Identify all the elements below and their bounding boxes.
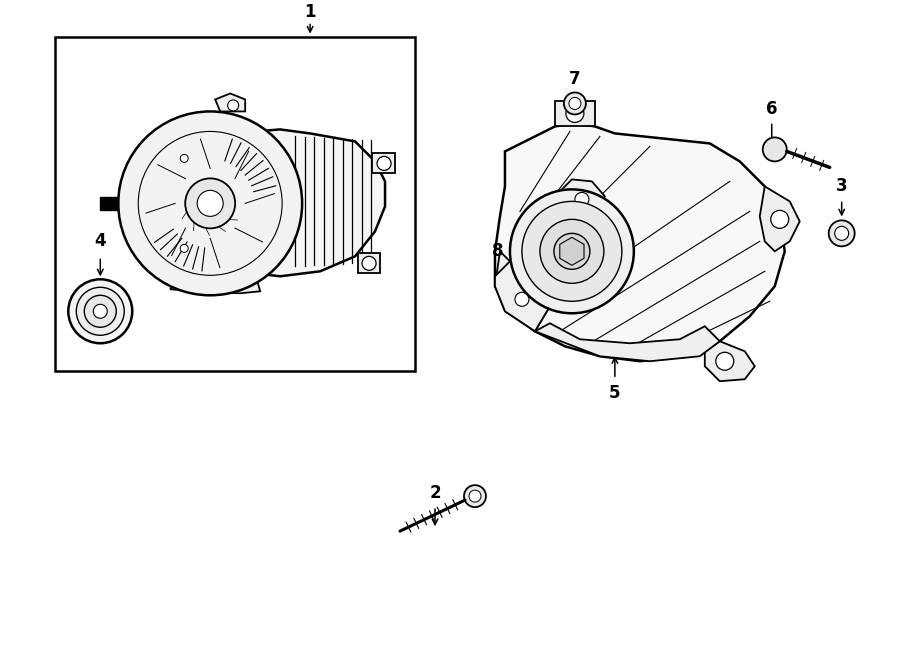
- Circle shape: [762, 137, 787, 161]
- Circle shape: [68, 280, 132, 343]
- Circle shape: [834, 226, 849, 241]
- Circle shape: [540, 219, 604, 284]
- Ellipse shape: [118, 112, 302, 295]
- Circle shape: [185, 178, 235, 228]
- Circle shape: [469, 490, 481, 502]
- Circle shape: [464, 485, 486, 507]
- Polygon shape: [705, 341, 755, 381]
- Circle shape: [554, 233, 590, 269]
- Circle shape: [569, 97, 580, 110]
- Text: 7: 7: [569, 71, 580, 89]
- Text: 3: 3: [836, 177, 848, 196]
- Text: 5: 5: [609, 384, 621, 402]
- Text: 2: 2: [429, 484, 441, 502]
- Polygon shape: [170, 273, 260, 293]
- Polygon shape: [560, 237, 584, 265]
- Circle shape: [522, 202, 622, 301]
- Polygon shape: [495, 261, 550, 331]
- Circle shape: [510, 190, 634, 313]
- Circle shape: [515, 266, 529, 280]
- Bar: [100, 197, 118, 210]
- Polygon shape: [495, 124, 785, 362]
- Circle shape: [85, 295, 116, 327]
- Circle shape: [566, 104, 584, 122]
- Text: 4: 4: [94, 232, 106, 251]
- Text: 8: 8: [492, 243, 504, 260]
- Circle shape: [180, 245, 188, 253]
- Polygon shape: [760, 186, 800, 251]
- Circle shape: [829, 220, 855, 247]
- Circle shape: [575, 192, 589, 206]
- Circle shape: [716, 352, 733, 370]
- Circle shape: [76, 288, 124, 335]
- Circle shape: [228, 100, 238, 111]
- Circle shape: [94, 304, 107, 319]
- Polygon shape: [535, 323, 720, 362]
- Bar: [55, 36, 415, 371]
- Circle shape: [377, 157, 391, 171]
- Circle shape: [564, 93, 586, 114]
- Polygon shape: [495, 251, 550, 331]
- Polygon shape: [562, 179, 605, 219]
- Circle shape: [515, 292, 529, 306]
- Polygon shape: [215, 93, 245, 112]
- Polygon shape: [358, 253, 380, 273]
- Text: 1: 1: [304, 3, 316, 20]
- Polygon shape: [555, 101, 595, 126]
- Circle shape: [197, 190, 223, 216]
- Polygon shape: [372, 153, 395, 173]
- Circle shape: [362, 256, 376, 270]
- Polygon shape: [256, 130, 385, 276]
- Text: 6: 6: [766, 100, 778, 118]
- Circle shape: [180, 155, 188, 163]
- Circle shape: [770, 210, 788, 228]
